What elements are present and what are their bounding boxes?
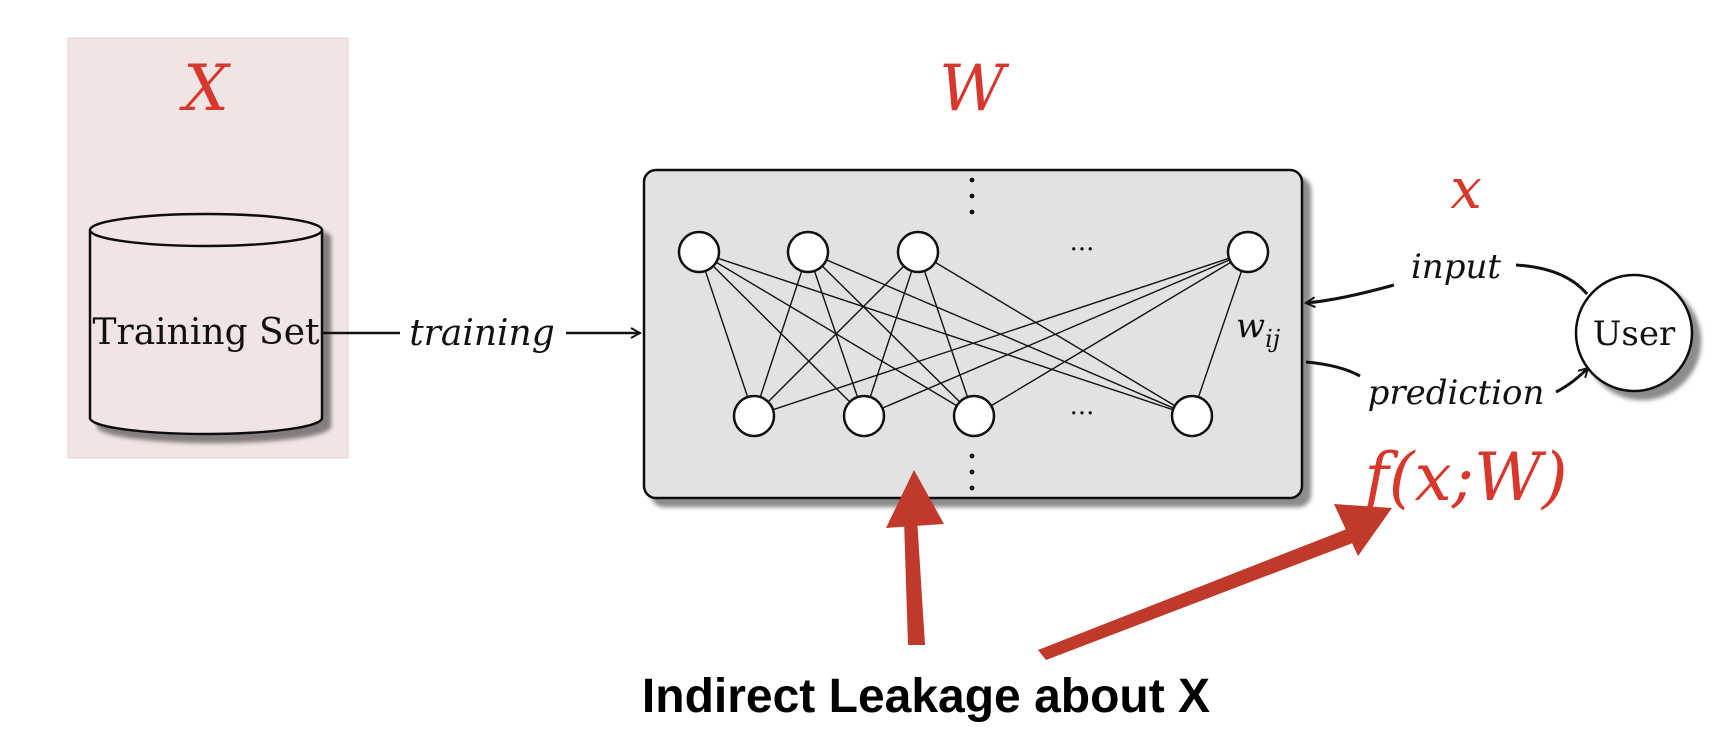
input-node <box>786 230 830 274</box>
hidden-node <box>1170 394 1214 438</box>
dataset-symbol: X <box>178 52 231 126</box>
horizontal-ellipsis-bottom: ··· <box>1070 399 1095 429</box>
input-label: input <box>1411 247 1501 287</box>
user-label: User <box>1593 314 1676 354</box>
training-set-label: Training Set <box>92 312 320 353</box>
leakage-arrow-diagonal <box>1038 504 1392 660</box>
prediction-label: prediction <box>1368 373 1545 413</box>
training-set-cylinder <box>88 212 324 436</box>
network-edges <box>698 251 1249 417</box>
hidden-node <box>952 394 996 438</box>
input-layer <box>677 230 1270 274</box>
network-box <box>642 168 1304 500</box>
output-formula: f(x;W) <box>1359 439 1567 516</box>
hidden-node <box>842 394 886 438</box>
prediction-arrow-tail <box>1305 360 1361 378</box>
caption: Indirect Leakage about X <box>642 670 1210 723</box>
user-node <box>1574 273 1694 393</box>
input-node <box>896 230 940 274</box>
weight-label-main: w <box>1236 306 1265 346</box>
training-label: training <box>409 313 555 354</box>
input-node <box>1226 230 1270 274</box>
input-arrow <box>1306 283 1395 303</box>
weights-symbol: W <box>939 52 1010 126</box>
input-symbol: x <box>1450 157 1482 222</box>
vertical-ellipsis-bottom <box>969 453 975 491</box>
hidden-node <box>732 394 776 438</box>
input-arrow-tail <box>1515 263 1589 295</box>
weight-label: wij <box>1236 306 1281 353</box>
horizontal-ellipsis-top: ··· <box>1070 235 1095 265</box>
leakage-arrow-up <box>886 470 944 645</box>
input-node <box>677 230 721 274</box>
weight-label-subscript: ij <box>1265 325 1281 353</box>
vertical-ellipsis-top <box>969 177 975 215</box>
hidden-layer <box>732 394 1214 438</box>
prediction-arrow <box>1555 368 1588 394</box>
